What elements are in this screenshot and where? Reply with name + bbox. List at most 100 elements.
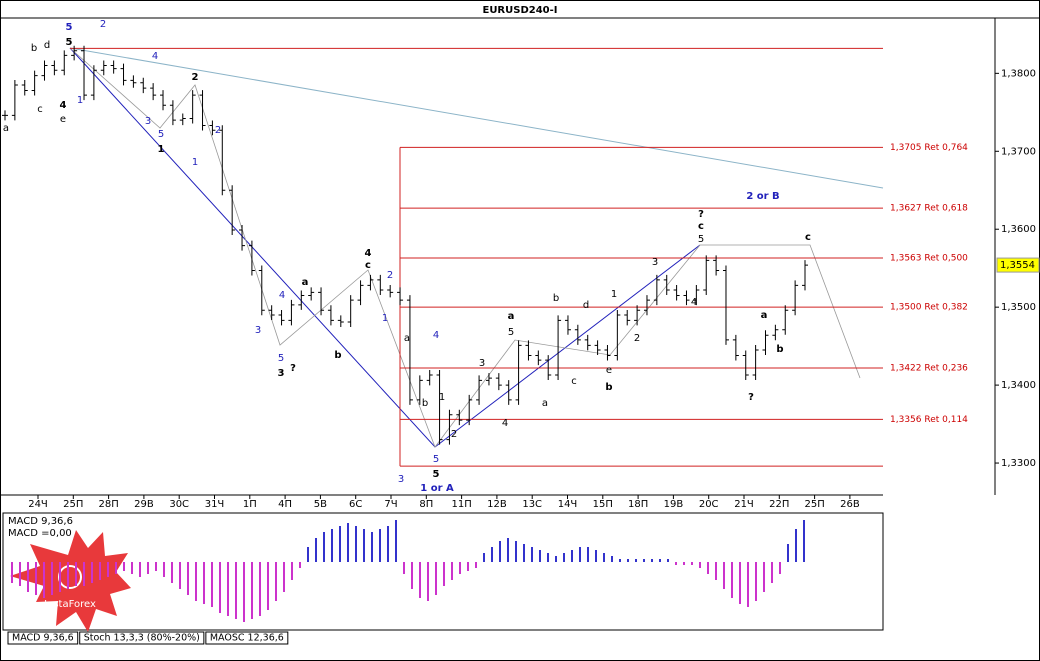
logo-burst	[10, 530, 131, 632]
wave-label: b	[31, 43, 37, 54]
price-bar	[653, 274, 660, 306]
wave-label: d	[583, 300, 589, 311]
wave-label: 5	[66, 22, 73, 33]
wave-label: 1	[158, 144, 165, 155]
wave-label: 3	[652, 257, 658, 268]
price-bar	[160, 90, 167, 111]
y-tick-label: 1,3600	[1001, 224, 1036, 235]
chart-title: EURUSD240-I	[482, 5, 557, 16]
price-bar	[219, 125, 226, 196]
wave-label: 1	[611, 289, 617, 300]
trend-line	[69, 47, 884, 189]
wave-label: e	[606, 365, 612, 376]
y-tick-label: 1,3500	[1001, 302, 1036, 313]
x-tick-label: 13С	[522, 499, 542, 510]
price-bar	[150, 83, 157, 101]
wave-label: 3	[398, 474, 404, 485]
price-bar	[41, 60, 48, 81]
price-bar	[545, 355, 552, 380]
price-bar	[268, 305, 275, 320]
price-bar	[515, 340, 522, 405]
price-bar	[634, 305, 641, 326]
x-tick-label: 8П	[419, 499, 433, 510]
fib-label: 1,3563 Ret 0,500	[890, 254, 968, 264]
x-tick-label: 14Ч	[558, 499, 578, 510]
x-tick-label: 22П	[769, 499, 789, 510]
wave-label: 5	[433, 469, 440, 480]
price-bar	[772, 324, 779, 341]
current-price-box	[996, 257, 1040, 273]
x-tick-label: 18П	[628, 499, 648, 510]
wave-label: 3	[479, 358, 485, 369]
current-price-label: 1,3554	[1000, 260, 1035, 271]
wave-label: a	[542, 398, 548, 409]
price-bar	[446, 409, 453, 445]
wave-label: 2	[100, 19, 106, 30]
price-bar	[337, 315, 344, 327]
wave-label: 1	[439, 392, 445, 403]
price-bar	[120, 63, 127, 86]
price-bar	[209, 120, 216, 136]
x-tick-label: 25П	[804, 499, 824, 510]
tab-frame[interactable]	[79, 631, 205, 645]
price-bar	[387, 285, 394, 298]
wave-label: a	[761, 310, 768, 321]
price-bar	[51, 60, 58, 76]
y-tick-label: 1,3800	[1001, 68, 1036, 79]
wave-label: 5	[698, 234, 704, 245]
price-bar	[614, 309, 621, 361]
fib-label: 1,3705 Ret 0,764	[890, 143, 968, 153]
price-bar	[397, 287, 404, 306]
x-tick-label: 5В	[314, 499, 327, 510]
wave-label: ?	[698, 209, 704, 220]
indicator-tab: MAOSC 12,36,6	[210, 633, 284, 644]
price-bar	[476, 375, 483, 405]
price-bar	[406, 295, 413, 405]
price-bar	[722, 265, 729, 345]
wave-label: c	[365, 260, 371, 271]
price-bar	[505, 380, 512, 405]
wave-label: 3	[255, 325, 261, 336]
wave-label: 2	[192, 72, 199, 83]
price-bar	[140, 77, 147, 94]
price-bar	[485, 373, 492, 386]
price-bar	[100, 60, 107, 76]
wave-label: 4	[279, 290, 285, 301]
wave-label: 5	[158, 129, 164, 140]
x-tick-label: 30С	[169, 499, 189, 510]
tab-frame[interactable]	[205, 631, 289, 645]
wave-label: b	[605, 382, 612, 393]
wave-label: 2	[634, 333, 640, 344]
fib-label: 1,3627 Ret 0,618	[890, 204, 968, 214]
price-bar	[732, 334, 739, 361]
wave-label: c	[805, 232, 811, 243]
price-bar	[248, 240, 255, 276]
indicator-tab: MACD 9,36,6	[12, 633, 74, 644]
price-bar	[643, 295, 650, 316]
price-bar	[71, 45, 78, 61]
price-bar	[762, 330, 769, 356]
price-bar	[298, 290, 305, 310]
wave-label: 2	[451, 429, 457, 440]
y-tick-label: 1,3400	[1001, 380, 1036, 391]
wave-label: 3	[278, 368, 285, 379]
x-tick-label: 31Ч	[205, 499, 225, 510]
x-tick-label: 4П	[278, 499, 292, 510]
indicator-tab: Stoch 13,3,3 (80%-20%)	[84, 633, 200, 644]
price-bar	[347, 295, 354, 327]
price-bar	[189, 90, 196, 124]
price-bar	[742, 350, 749, 380]
fib-label: 1,3500 Ret 0,382	[890, 303, 968, 313]
tab-frame[interactable]	[7, 631, 79, 645]
price-bar	[752, 345, 759, 380]
x-tick-label: 29В	[134, 499, 154, 510]
price-bar	[61, 50, 68, 76]
price-bar	[229, 185, 236, 235]
price-bar	[456, 409, 463, 426]
price-bar	[169, 100, 176, 126]
price-bar	[367, 274, 374, 291]
x-tick-label: 6С	[349, 499, 362, 510]
x-tick-label: 11П	[451, 499, 471, 510]
wave-label: c	[37, 104, 43, 115]
